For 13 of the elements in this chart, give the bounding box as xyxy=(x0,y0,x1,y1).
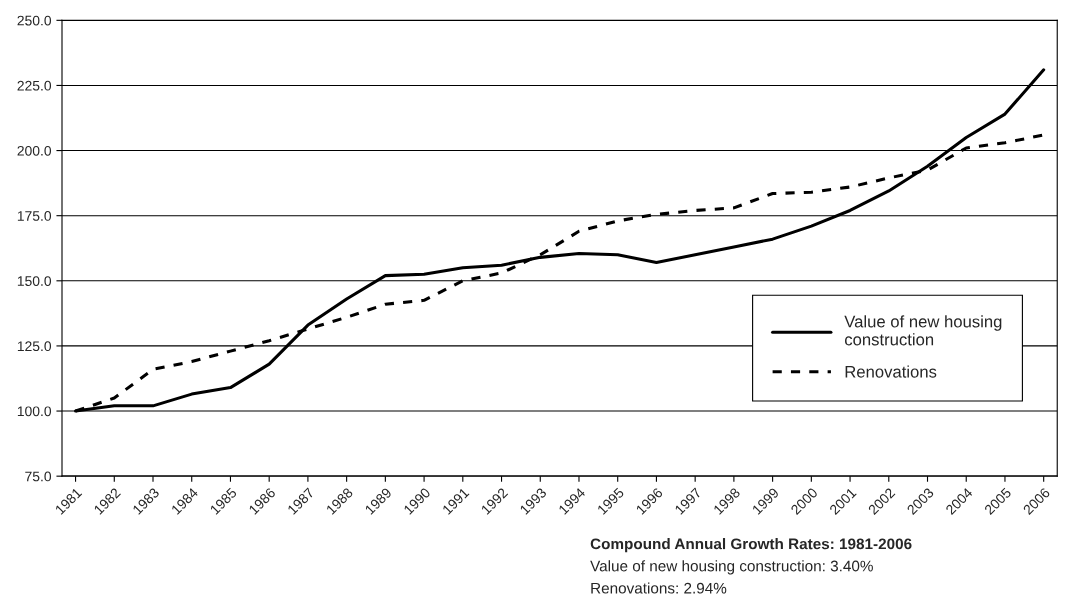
y-tick-label: 250.0 xyxy=(17,15,52,26)
legend-label: Value of new housing construction xyxy=(844,315,1002,346)
text: Compound Annual Growth Rates: 1981-2006 xyxy=(590,538,912,553)
y-tick-label: 150.0 xyxy=(17,276,52,286)
y-tick-label: 100.0 xyxy=(17,406,52,417)
text: Renovations: 2.94% xyxy=(591,582,727,594)
y-tick-label: 125.0 xyxy=(17,341,52,352)
y-tick-label: 200.0 xyxy=(17,145,52,156)
text: Value of new housing construction: 3.40% xyxy=(590,560,873,575)
legend-label: Renovations xyxy=(845,365,937,378)
y-tick-label: 225.0 xyxy=(17,80,52,91)
y-tick-label: 175.0 xyxy=(17,211,52,221)
y-tick-label: 75.0 xyxy=(25,471,52,482)
